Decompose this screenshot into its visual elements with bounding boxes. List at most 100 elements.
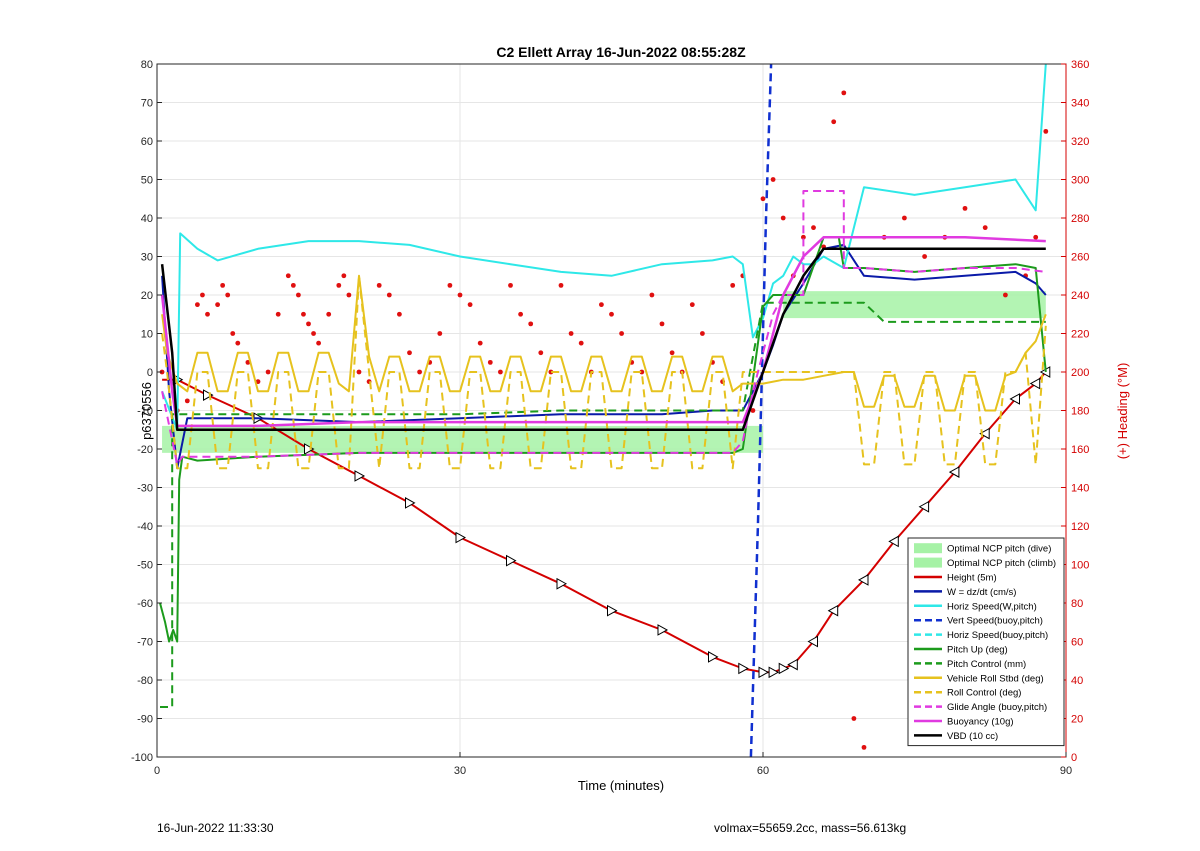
legend-label: W = dz/dt (cm/s) <box>947 587 1016 598</box>
y-tick-label: -10 <box>137 406 153 418</box>
y2-tick-label: 260 <box>1071 252 1089 264</box>
height-marker <box>203 389 214 401</box>
heading-point <box>184 398 190 404</box>
heading-point <box>599 302 604 308</box>
heading-point <box>326 311 332 317</box>
heading-point <box>528 321 534 327</box>
legend-label: Height (5m) <box>947 573 997 584</box>
heading-point <box>730 282 736 288</box>
heading-point <box>467 302 473 308</box>
heading-point <box>568 331 574 336</box>
height-marker <box>778 662 790 675</box>
height-marker <box>354 470 366 482</box>
series-line <box>160 301 1046 708</box>
height-marker <box>304 443 315 455</box>
x-tick-label: 90 <box>1060 765 1072 777</box>
series-line <box>160 236 1046 428</box>
y-tick-label: 40 <box>141 213 153 225</box>
y2-tick-label: 280 <box>1071 213 1089 225</box>
series-line <box>160 247 1046 432</box>
height-marker <box>556 577 568 590</box>
heading-point <box>290 282 296 288</box>
heading-point <box>437 331 443 336</box>
y-tick-label: -40 <box>137 521 153 533</box>
y-tick-label: 60 <box>141 136 153 148</box>
heading-point <box>220 282 226 288</box>
series-line <box>161 190 1046 466</box>
height-marker <box>758 666 770 679</box>
series-line <box>162 371 1047 674</box>
height-marker <box>738 662 749 675</box>
y2-tick-label: 240 <box>1071 290 1089 302</box>
heading-point <box>215 302 221 308</box>
heading-point <box>200 292 205 298</box>
y2-tick-label: 340 <box>1071 98 1089 110</box>
heading-point <box>538 350 544 356</box>
heading-point <box>397 311 402 317</box>
series <box>159 63 1051 758</box>
series-line <box>161 63 1047 431</box>
series-line <box>749 63 773 758</box>
heading-point <box>1043 128 1049 134</box>
y2-tick-label: 80 <box>1071 598 1083 610</box>
y-axis-label: p6370556 <box>139 382 154 440</box>
heading-point <box>407 350 412 356</box>
heading-point <box>296 292 301 298</box>
heading-point <box>417 369 422 375</box>
height-marker <box>768 666 780 679</box>
legend-label: Optimal NCP pitch (dive) <box>947 544 1051 555</box>
x-tick-label: 60 <box>757 765 769 777</box>
heading-point <box>639 369 645 375</box>
heading-point <box>336 282 342 288</box>
height-marker <box>708 651 719 663</box>
heading-point <box>386 292 392 298</box>
heading-point <box>275 311 281 317</box>
print-timestamp: 16-Jun-2022 11:33:30 <box>157 821 274 835</box>
heading-point <box>659 321 665 327</box>
height-marker <box>455 531 467 544</box>
heading-point <box>548 369 554 375</box>
heading-point <box>225 292 231 298</box>
legend-swatch <box>914 557 942 568</box>
heading-point <box>841 90 847 96</box>
y2-tick-label: 140 <box>1071 483 1089 495</box>
y-tick-label: -50 <box>137 560 153 572</box>
series-line <box>161 274 1047 470</box>
y2-tick-label: 300 <box>1071 175 1089 187</box>
ncp-band <box>783 291 1046 319</box>
heading-point <box>316 340 321 346</box>
legend-label: Horiz Speed(W,pitch) <box>947 601 1037 612</box>
legend-label: Pitch Up (deg) <box>947 645 1008 656</box>
y2-tick-label: 160 <box>1071 444 1089 456</box>
heading-point <box>477 340 483 346</box>
height-marker <box>888 535 899 548</box>
heading-point <box>498 369 503 375</box>
heading-point <box>801 234 806 240</box>
legend-label: Buoyancy (10g) <box>947 717 1014 728</box>
x-tick-label: 0 <box>154 765 160 777</box>
height-marker <box>506 554 517 567</box>
legend-box <box>907 537 1065 747</box>
y2-axis-label: (+) Heading (°M) <box>1115 363 1130 460</box>
y-tick-label: -100 <box>131 752 153 764</box>
heading-point <box>265 369 271 375</box>
heading-point <box>230 331 236 336</box>
heading-point <box>619 331 624 336</box>
heading-point <box>457 292 463 298</box>
heading-point <box>861 744 867 750</box>
x-axis-label: Time (minutes) <box>578 778 664 793</box>
heading-point <box>578 340 584 346</box>
height-marker <box>827 604 839 617</box>
legend-label: Roll Control (deg) <box>947 688 1021 699</box>
heading-point <box>376 282 382 288</box>
heading-point <box>760 196 766 202</box>
y-tick-label: -70 <box>137 637 153 649</box>
heading-point <box>649 292 655 298</box>
y2-tick-label: 0 <box>1071 752 1077 764</box>
heading-point <box>447 282 453 288</box>
heading-point <box>700 331 705 336</box>
y-tick-label: 10 <box>141 329 153 341</box>
heading-point <box>811 225 816 231</box>
y-tick-label: 0 <box>147 367 153 379</box>
